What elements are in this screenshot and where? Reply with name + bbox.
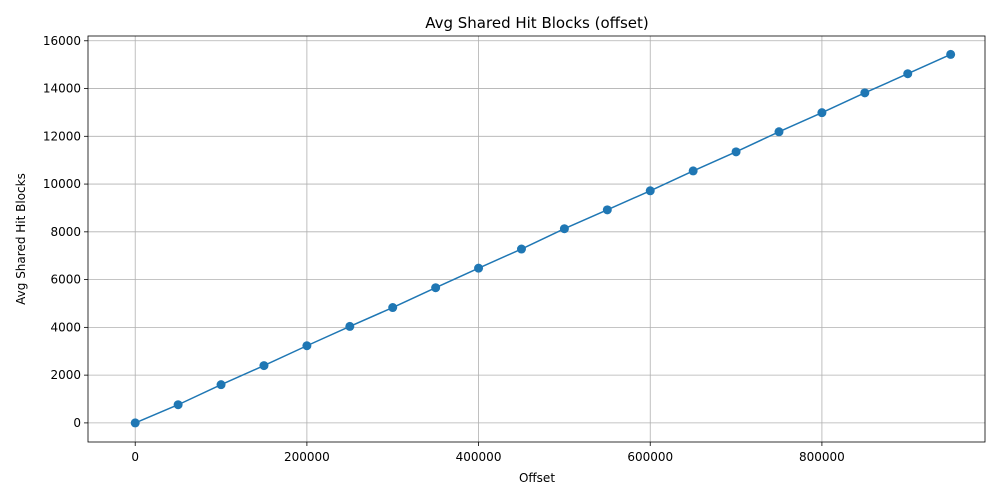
plot-frame bbox=[87, 35, 986, 443]
y-tick-label: 14000 bbox=[43, 82, 81, 96]
x-axis-ticks: 0 200000 400000 600000 800000 bbox=[131, 442, 845, 464]
y-tick-label: 12000 bbox=[43, 129, 81, 143]
data-point bbox=[173, 400, 183, 410]
data-point bbox=[302, 341, 312, 351]
data-point bbox=[130, 418, 140, 428]
x-tick-label: 0 bbox=[131, 450, 139, 464]
data-point bbox=[431, 283, 441, 293]
chart-title: Avg Shared Hit Blocks (offset) bbox=[425, 14, 649, 32]
data-point bbox=[216, 380, 226, 390]
series-line bbox=[134, 53, 951, 424]
data-point bbox=[516, 244, 526, 254]
y-axis-ticks: 0 2000 4000 6000 8000 10000 12000 14000 16000 bbox=[43, 34, 88, 430]
data-point bbox=[474, 263, 484, 273]
data-point bbox=[860, 88, 870, 98]
data-point bbox=[688, 166, 698, 176]
y-tick-label: 4000 bbox=[50, 320, 81, 334]
y-tick-label: 10000 bbox=[43, 177, 81, 191]
data-point bbox=[645, 186, 655, 196]
y-tick-label: 2000 bbox=[50, 368, 81, 382]
x-tick-label: 400000 bbox=[456, 450, 502, 464]
series bbox=[130, 49, 956, 428]
x-tick-label: 200000 bbox=[284, 450, 330, 464]
grid bbox=[88, 36, 985, 442]
y-tick-label: 8000 bbox=[50, 225, 81, 239]
data-point bbox=[731, 147, 741, 157]
data-point bbox=[774, 127, 784, 137]
data-point bbox=[602, 205, 612, 215]
data-point bbox=[388, 303, 398, 313]
y-tick-label: 6000 bbox=[50, 273, 81, 287]
data-point bbox=[946, 49, 956, 59]
data-point bbox=[903, 69, 913, 79]
y-tick-label: 0 bbox=[73, 416, 81, 430]
y-tick-label: 16000 bbox=[43, 34, 81, 48]
y-axis-label: Avg Shared Hit Blocks bbox=[14, 173, 28, 305]
data-point bbox=[559, 224, 569, 234]
data-point bbox=[345, 321, 355, 331]
x-tick-label: 600000 bbox=[627, 450, 673, 464]
data-point bbox=[817, 108, 827, 118]
data-point bbox=[259, 361, 269, 371]
x-axis-label: Offset bbox=[519, 471, 555, 485]
x-tick-label: 800000 bbox=[799, 450, 845, 464]
